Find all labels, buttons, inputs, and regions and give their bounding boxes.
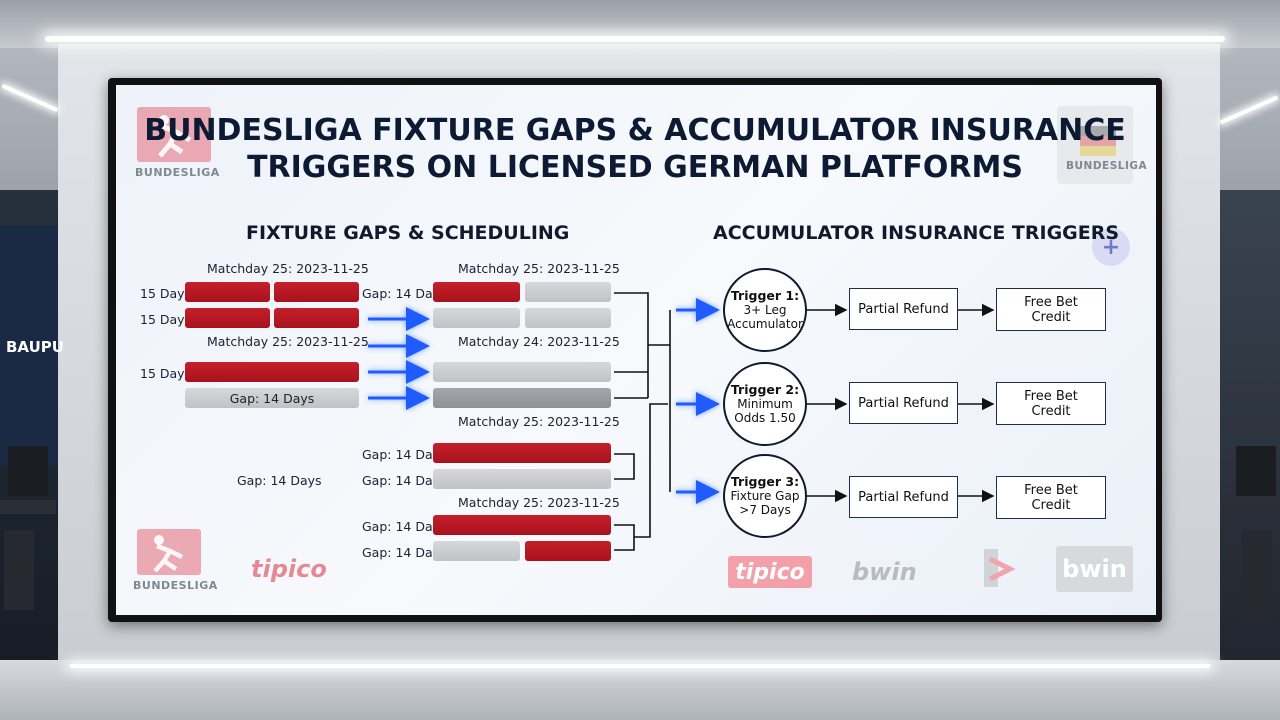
trigger-line: >7 Days xyxy=(739,503,791,517)
trigger-title: Trigger 3: xyxy=(730,474,800,489)
trigger-3-node: Trigger 3: Fixture Gap >7 Days xyxy=(723,454,807,538)
gap-label: Gap: 14 Days xyxy=(362,473,447,488)
page-title: BUNDESLIGA FIXTURE GAPS & ACCUMULATOR IN… xyxy=(120,112,1150,186)
bwin-logo-badge: bwin xyxy=(1056,546,1133,592)
free-bet-credit-box: Free Bet Credit xyxy=(996,382,1106,425)
trigger-title: Trigger 2: xyxy=(730,382,800,397)
row-label: 15 Days xyxy=(140,366,192,381)
bracket-connector xyxy=(614,453,635,480)
gap-label: Gap: 14 Days xyxy=(237,473,322,488)
gap-label: Gap: 14 Days xyxy=(362,286,447,301)
tipico-logo: tipico xyxy=(251,555,327,583)
partial-refund-box: Partial Refund xyxy=(849,382,958,424)
title-line-2: TRIGGERS ON LICENSED GERMAN PLATFORMS xyxy=(247,150,1023,185)
trigger-line: 3+ Leg xyxy=(743,303,787,317)
row-label: 15 Days xyxy=(140,286,192,301)
fixture-bar xyxy=(433,388,611,408)
matchday-header: Matchday 24: 2023-11-25 xyxy=(458,334,620,349)
fixture-bar xyxy=(185,282,270,302)
fixture-gaps-heading: FIXTURE GAPS & SCHEDULING xyxy=(246,222,570,244)
credit-line: Credit xyxy=(1031,309,1071,325)
bracket-connector xyxy=(614,292,649,399)
floor-light xyxy=(70,664,1210,668)
fixture-bar xyxy=(274,308,359,328)
chair-right xyxy=(1242,530,1272,620)
fixture-bar xyxy=(433,443,611,463)
credit-line: Credit xyxy=(1031,497,1071,513)
credit-line: Free Bet xyxy=(1024,388,1078,404)
bundesliga-logo-text: BUNDESLIGA xyxy=(133,579,218,592)
watermark-plus-icon: + xyxy=(1092,228,1130,266)
side-sign-text: BAUPU xyxy=(6,338,64,356)
matchday-header: Matchday 25: 2023-11-25 xyxy=(207,334,369,349)
fixture-bar xyxy=(525,282,611,302)
credit-line: Credit xyxy=(1031,403,1071,419)
bundesliga-logo-text: BUNDESLIGA xyxy=(1066,160,1148,172)
trigger-line: Minimum xyxy=(737,397,793,411)
fixture-bar xyxy=(525,308,611,328)
title-line-1: BUNDESLIGA FIXTURE GAPS & ACCUMULATOR IN… xyxy=(144,113,1126,148)
bundesliga-logo-text: BUNDESLIGA xyxy=(135,166,220,179)
fixture-bar xyxy=(433,282,520,302)
gap-label: Gap: 14 Days xyxy=(362,545,447,560)
trigger-1-node: Trigger 1: 3+ Leg Accumulator xyxy=(723,268,807,352)
trigger-title: Trigger 1: xyxy=(730,288,800,303)
partial-refund-box: Partial Refund xyxy=(849,288,958,330)
fixture-bar xyxy=(185,308,270,328)
display-screen xyxy=(116,85,1156,615)
player-silhouette-icon xyxy=(153,535,184,573)
accumulator-heading: ACCUMULATOR INSURANCE TRIGGERS xyxy=(713,222,1120,244)
bracket-connector xyxy=(614,524,635,551)
bracket-connector xyxy=(634,403,668,538)
fixture-bar xyxy=(433,308,520,328)
fixture-bar xyxy=(433,541,520,561)
gap-label: Gap: 14 Days xyxy=(362,447,447,462)
fixture-bar xyxy=(433,515,611,535)
trigger-2-node: Trigger 2: Minimum Odds 1.50 xyxy=(723,362,807,446)
fixture-bar xyxy=(274,282,359,302)
shield-logo-icon xyxy=(984,549,1016,587)
free-bet-credit-box: Free Bet Credit xyxy=(996,288,1106,331)
floor xyxy=(0,660,1280,720)
matchday-header: Matchday 25: 2023-11-25 xyxy=(458,261,620,276)
side-sign: BAUPU xyxy=(0,226,64,466)
gap-label: Gap: 14 Days xyxy=(362,519,447,534)
credit-line: Free Bet xyxy=(1024,294,1078,310)
fixture-bar xyxy=(185,362,359,382)
fixture-bar xyxy=(433,469,611,489)
fixture-bar xyxy=(525,541,611,561)
partial-refund-box: Partial Refund xyxy=(849,476,958,518)
tipico-logo-badge: tipico xyxy=(728,556,812,588)
credit-line: Free Bet xyxy=(1024,482,1078,498)
bwin-logo: bwin xyxy=(852,558,917,586)
desk-right xyxy=(1222,500,1280,514)
matchday-header: Matchday 25: 2023-11-25 xyxy=(207,261,369,276)
matchday-header: Matchday 25: 2023-11-25 xyxy=(458,414,620,429)
desk-left xyxy=(0,500,56,514)
trigger-line: Accumulator xyxy=(727,317,803,331)
monitor-right xyxy=(1236,446,1276,496)
matchday-header: Matchday 25: 2023-11-25 xyxy=(458,495,620,510)
monitor-left xyxy=(8,446,48,496)
trigger-line: Fixture Gap xyxy=(730,489,800,503)
row-label: 15 Days xyxy=(140,312,192,327)
free-bet-credit-box: Free Bet Credit xyxy=(996,476,1106,519)
player-silhouette-icon xyxy=(158,115,192,158)
ceiling-light xyxy=(45,36,1225,42)
chair-left xyxy=(4,530,34,610)
gap-bar: Gap: 14 Days xyxy=(185,388,359,408)
fixture-bar xyxy=(433,362,611,382)
trigger-line: Odds 1.50 xyxy=(734,411,796,425)
